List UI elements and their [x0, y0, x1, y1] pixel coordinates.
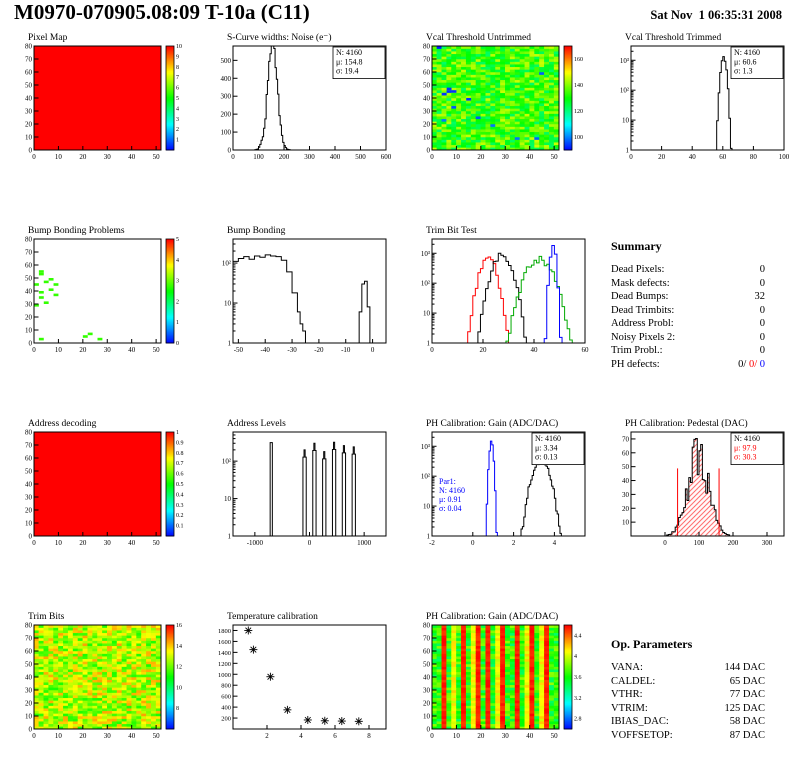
- panel-row: VANA: 144 DAC: [611, 661, 765, 675]
- plot-canvas: [199, 607, 398, 772]
- row-label: Noisy Pixels 2:: [611, 331, 676, 343]
- row-label: VANA:: [611, 662, 643, 673]
- plot-canvas: [398, 221, 597, 407]
- plot-ph-calibration-gain: [398, 414, 597, 607]
- row-value: 77 DAC: [729, 689, 765, 700]
- row-label: VTRIM:: [611, 702, 648, 714]
- plot-canvas: [398, 607, 597, 772]
- panel-row: VTRIM: 125 DAC: [611, 702, 765, 716]
- plot-temperature-calibration: [199, 607, 398, 772]
- row-label: IBIAS_DAC:: [611, 716, 669, 727]
- plot-grid: Summary Dead Pixels: 0 Mask defects: 0 Dead …: [0, 28, 796, 772]
- plot-canvas: [597, 414, 796, 600]
- plot-ph-calibration-gain-map: [398, 607, 597, 772]
- panel-row: Dead Trimbits: 0: [611, 304, 765, 318]
- row-label: PH defects:: [611, 358, 660, 370]
- row-value-part: 0/: [738, 358, 747, 370]
- row-value: 65 DAC: [729, 675, 765, 687]
- plot-canvas: [199, 414, 398, 600]
- op-parameters-title: Op. Parameters: [611, 637, 693, 651]
- row-label: Dead Pixels:: [611, 264, 665, 275]
- row-label: Dead Bumps:: [611, 291, 669, 302]
- plot-address-decoding: [0, 414, 199, 607]
- row-value: 87 DAC: [729, 729, 765, 741]
- row-value: 0: [759, 264, 765, 275]
- plot-canvas: [0, 28, 199, 214]
- panel-row: Address Probl: 0: [611, 317, 765, 331]
- row-label: Address Probl:: [611, 318, 674, 329]
- row-value-part: 0/: [746, 358, 758, 370]
- plot-canvas: [199, 28, 398, 214]
- op-parameters-panel: Op. Parameters VANA: 144 DAC CALDEL: 65 DAC…: [597, 607, 796, 772]
- plot-canvas: [0, 221, 199, 407]
- plot-vcal-threshold-untrimmed: [398, 28, 597, 221]
- plot-bump-bonding-problems: [0, 221, 199, 414]
- plot-trim-bits: [0, 607, 199, 772]
- panel-row: Mask defects: 0: [611, 277, 765, 291]
- summary-rows: Dead Pixels: 0 Mask defects: 0 Dead Bumps: 32…: [611, 263, 796, 371]
- plot-pixel-map: [0, 28, 199, 221]
- row-value: 58 DAC: [729, 716, 765, 727]
- row-label: CALDEL:: [611, 675, 656, 687]
- plot-scurve-noise: [199, 28, 398, 221]
- plot-bump-bonding: [199, 221, 398, 414]
- panel-row: Dead Pixels: 0: [611, 263, 765, 277]
- row-value: 0: [759, 345, 765, 356]
- panel-row: VTHR: 77 DAC: [611, 688, 765, 702]
- page-title: M0970-070905.08:09 T-10a (C11): [14, 0, 310, 24]
- panel-row: Dead Bumps: 32: [611, 290, 765, 304]
- plot-canvas: [199, 221, 398, 407]
- row-value: 0: [759, 304, 765, 316]
- row-value: 32: [754, 291, 766, 302]
- plot-canvas: [597, 28, 796, 214]
- panel-row: Noisy Pixels 2: 0: [611, 331, 765, 345]
- plot-trim-bit-test: [398, 221, 597, 414]
- plot-canvas: [398, 414, 597, 600]
- row-value: 0: [759, 318, 765, 329]
- panel-row: VOFFSETOP: 87 DAC: [611, 729, 765, 743]
- row-value: 125 DAC: [724, 702, 765, 714]
- row-value: 144 DAC: [724, 662, 765, 673]
- plot-canvas: [0, 607, 199, 772]
- plot-vcal-threshold-trimmed: [597, 28, 796, 221]
- summary-title: Summary: [611, 239, 662, 253]
- op-parameters-rows: VANA: 144 DAC CALDEL: 65 DAC VTHR: 77 DAC VTRI…: [611, 661, 796, 742]
- plot-canvas: [398, 28, 597, 214]
- row-value-part: 0: [757, 358, 765, 370]
- panel-row: IBIAS_DAC: 58 DAC: [611, 715, 765, 729]
- row-value: 0/ 0/ 0: [738, 358, 765, 372]
- plot-canvas: [0, 414, 199, 600]
- plot-address-levels: [199, 414, 398, 607]
- row-value: 0: [759, 277, 765, 289]
- summary-panel: Summary Dead Pixels: 0 Mask defects: 0 Dead …: [597, 221, 796, 414]
- row-label: Mask defects:: [611, 277, 670, 289]
- row-label: VOFFSETOP:: [611, 729, 673, 741]
- row-label: Dead Trimbits:: [611, 304, 675, 316]
- panel-row: CALDEL: 65 DAC: [611, 675, 765, 689]
- panel-row: Trim Probl.: 0: [611, 344, 765, 358]
- plot-ph-calibration-pedestal: [597, 414, 796, 607]
- panel-row: PH defects: 0/ 0/ 0: [611, 358, 765, 372]
- row-label: VTHR:: [611, 689, 643, 700]
- row-value: 0: [759, 331, 765, 343]
- row-label: Trim Probl.:: [611, 345, 663, 356]
- timestamp: Sat Nov 1 06:35:31 2008: [650, 8, 782, 22]
